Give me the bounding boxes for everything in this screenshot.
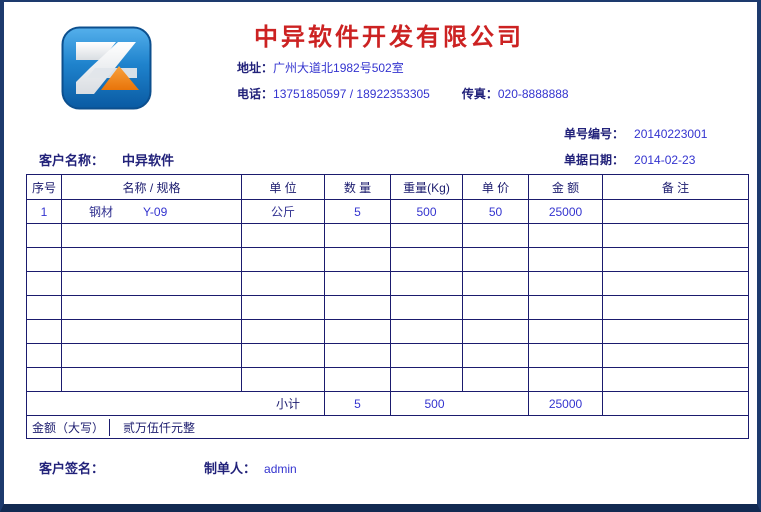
cell-name-spec: 钢材 Y-09	[61, 199, 242, 224]
col-header-amount: 金 额	[528, 174, 603, 200]
table-row-empty	[26, 247, 749, 272]
phone-value: 13751850597 / 18922353305	[273, 87, 430, 101]
subtotal-label: 小计	[26, 391, 325, 416]
amount-words-row: 金额（大写） 贰万伍仟元整	[26, 415, 749, 439]
cell-seq: 1	[26, 199, 62, 224]
order-number-label: 单号编号：	[564, 127, 625, 141]
table-row-empty	[26, 343, 749, 368]
cell-unit: 公斤	[241, 199, 325, 224]
address-label: 地址：	[237, 61, 274, 75]
fax-value: 020-8888888	[497, 87, 569, 101]
col-header-unit: 单 位	[241, 174, 325, 200]
subtotal-amount: 25000	[528, 391, 603, 416]
table-row-empty	[26, 319, 749, 344]
cell-note	[602, 199, 749, 224]
subtotal-row: 小计 5 500 25000	[26, 391, 749, 416]
customer-signature-label: 客户签名：	[39, 461, 105, 476]
order-number-value: 20140223001	[634, 127, 708, 141]
col-header-weight: 重量(Kg)	[390, 174, 463, 200]
subtotal-note	[602, 391, 749, 416]
order-date-field: 单据日期： 2014-02-23	[564, 151, 695, 168]
cell-price: 50	[462, 199, 529, 224]
order-date-label: 单据日期：	[564, 153, 625, 167]
maker-value: admin	[264, 462, 297, 476]
col-header-price: 单 价	[462, 174, 529, 200]
cell-weight: 500	[390, 199, 463, 224]
col-header-qty: 数 量	[324, 174, 391, 200]
cell-qty: 5	[324, 199, 391, 224]
cell-amount: 25000	[528, 199, 603, 224]
col-header-name-spec: 名称 / 规格	[61, 174, 242, 200]
table-row-empty	[26, 271, 749, 296]
table-row-empty	[26, 295, 749, 320]
amount-words-label: 金额（大写）	[28, 418, 110, 436]
company-address-line: 地址：广州大道北1982号502室	[237, 59, 404, 76]
customer-name-value: 中异软件	[122, 153, 175, 168]
address-value: 广州大道北1982号502室	[273, 61, 404, 75]
fax-label: 传真：	[461, 87, 498, 101]
amount-words-value: 贰万伍仟元整	[123, 420, 196, 435]
maker-label: 制单人：	[204, 461, 257, 476]
table-row-empty	[26, 223, 749, 248]
table-row: 1 钢材 Y-09 公斤 5 500 50 25000	[26, 199, 749, 224]
subtotal-weight: 500	[390, 391, 529, 416]
customer-name-field: 客户名称： 中异软件	[39, 150, 174, 169]
subtotal-qty: 5	[324, 391, 391, 416]
company-phone-line: 电话：13751850597 / 18922353305 传真：020-88888…	[237, 85, 569, 102]
company-logo-icon	[61, 26, 152, 110]
maker-field: 制单人： admin	[204, 458, 297, 477]
col-header-seq: 序号	[26, 174, 62, 200]
customer-name-label: 客户名称：	[39, 153, 105, 168]
phone-label: 电话：	[237, 87, 274, 101]
table-header-row: 序号 名称 / 规格 单 位 数 量 重量(Kg) 单 价 金 额 备 注	[26, 174, 749, 200]
table-row-empty	[26, 367, 749, 392]
col-header-note: 备 注	[602, 174, 749, 200]
item-spec: Y-09	[143, 205, 168, 219]
items-table: 序号 名称 / 规格 单 位 数 量 重量(Kg) 单 价 金 额 备 注 1 …	[26, 174, 749, 439]
company-name-title: 中异软件开发有限公司	[254, 24, 524, 51]
customer-signature-field: 客户签名：	[39, 458, 104, 477]
order-number-field: 单号编号： 20140223001	[564, 125, 707, 142]
order-date-value: 2014-02-23	[634, 153, 696, 167]
item-name: 钢材	[89, 205, 114, 219]
